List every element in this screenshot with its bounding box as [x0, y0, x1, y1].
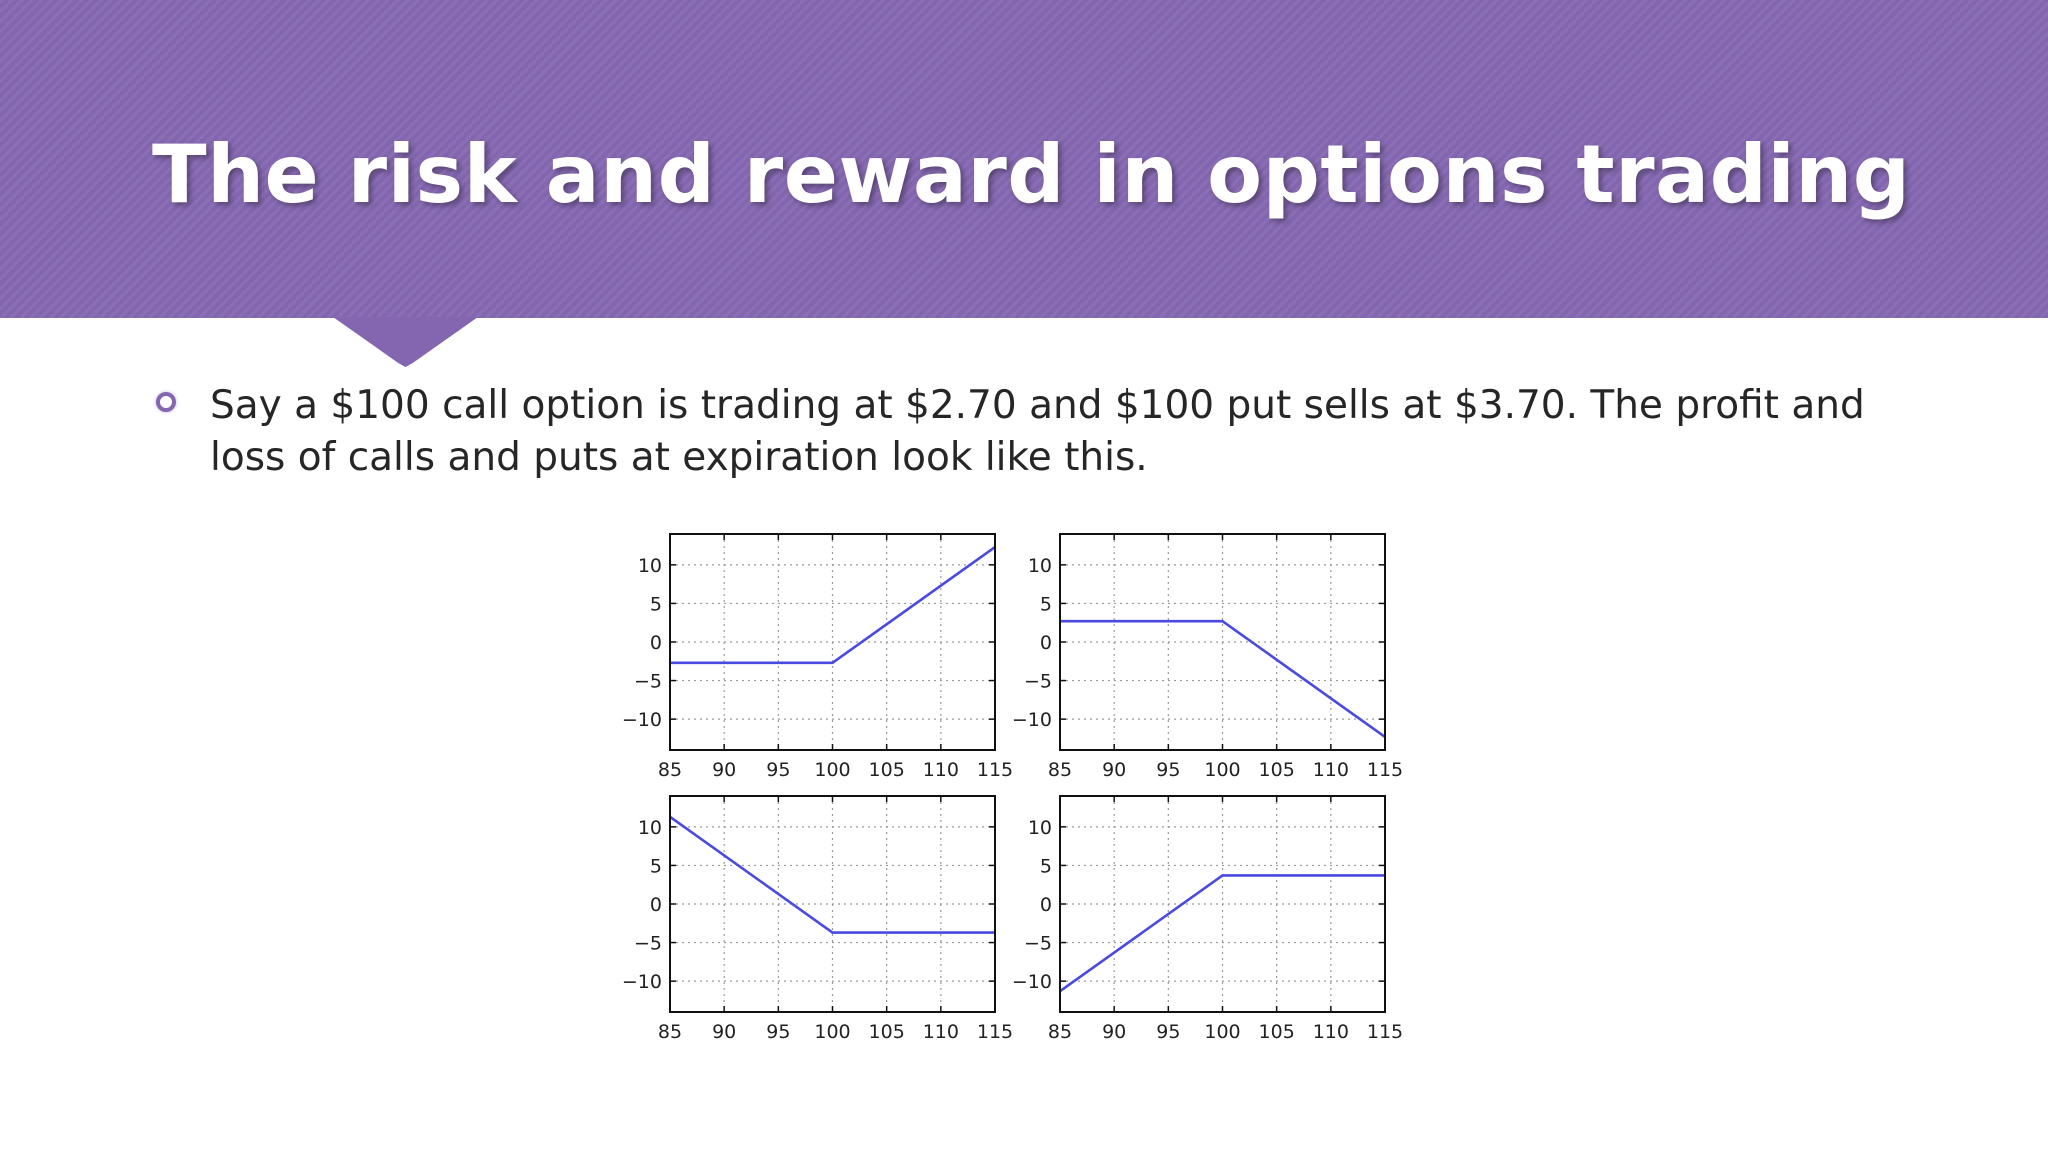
payoff-line [670, 546, 996, 665]
x-tick-label: 115 [977, 1021, 1013, 1043]
x-tick-label: 85 [658, 759, 682, 781]
x-tick-label: 115 [1367, 759, 1403, 781]
x-tick-label: 110 [1313, 759, 1349, 781]
x-tick-label: 90 [1102, 1021, 1126, 1043]
y-tick-label: −5 [1024, 933, 1052, 955]
title-banner [0, 0, 2048, 318]
y-tick-label: 5 [1040, 855, 1052, 877]
x-tick-label: 105 [1259, 759, 1295, 781]
payoff-line [1059, 874, 1385, 993]
y-tick-label: −10 [622, 971, 662, 993]
x-tick-label: 95 [1156, 759, 1180, 781]
x-tick-label: 85 [1048, 1021, 1072, 1043]
payoff-line [669, 815, 995, 934]
x-tick-label: 100 [1204, 759, 1240, 781]
x-tick-label: 85 [658, 1021, 682, 1043]
y-tick-label: 0 [1040, 632, 1052, 654]
y-tick-label: 5 [650, 855, 662, 877]
x-tick-label: 90 [1102, 759, 1126, 781]
y-tick-label: −10 [1012, 709, 1052, 731]
x-tick-label: 100 [1204, 1021, 1240, 1043]
x-tick-label: 100 [814, 759, 850, 781]
y-tick-label: 0 [650, 632, 662, 654]
x-tick-label: 110 [1313, 1021, 1349, 1043]
x-tick-label: 110 [923, 759, 959, 781]
x-tick-label: 100 [814, 1021, 850, 1043]
x-tick-label: 90 [712, 759, 736, 781]
x-tick-label: 90 [712, 1021, 736, 1043]
banner-notch [333, 317, 478, 367]
y-tick-label: 5 [650, 593, 662, 615]
x-tick-label: 110 [923, 1021, 959, 1043]
y-tick-label: 0 [1040, 894, 1052, 916]
y-tick-label: 10 [638, 817, 662, 839]
x-tick-label: 95 [766, 759, 790, 781]
x-tick-label: 105 [869, 1021, 905, 1043]
hollow-circle-icon [156, 392, 176, 412]
x-tick-label: 95 [766, 1021, 790, 1043]
x-tick-label: 115 [977, 759, 1013, 781]
y-tick-label: 10 [1028, 555, 1052, 577]
bullet-text: Say a $100 call option is trading at $2.… [210, 383, 1865, 480]
y-tick-label: 5 [1040, 593, 1052, 615]
y-tick-label: −10 [1012, 971, 1052, 993]
y-tick-label: −5 [634, 933, 662, 955]
x-tick-label: 105 [1259, 1021, 1295, 1043]
y-tick-label: 10 [1028, 817, 1052, 839]
x-tick-label: 95 [1156, 1021, 1180, 1043]
payoff-line [1060, 619, 1386, 738]
x-tick-label: 85 [1048, 759, 1072, 781]
y-tick-label: −5 [634, 671, 662, 693]
y-tick-label: −10 [622, 709, 662, 731]
y-tick-label: −5 [1024, 671, 1052, 693]
y-tick-label: 10 [638, 555, 662, 577]
x-tick-label: 115 [1367, 1021, 1403, 1043]
x-tick-label: 105 [869, 759, 905, 781]
slide-title: The risk and reward in options trading [152, 128, 1911, 221]
y-tick-label: 0 [650, 894, 662, 916]
